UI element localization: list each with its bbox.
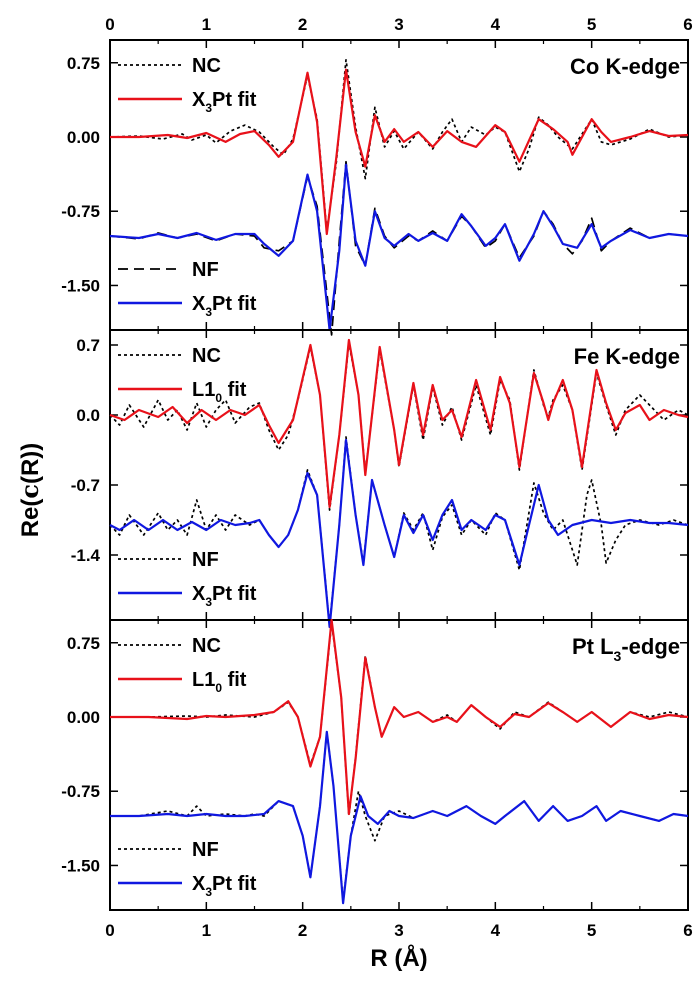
legend-label: X3Pt fit xyxy=(192,583,257,609)
x-tick-label: 3 xyxy=(394,15,403,34)
series-line-l10-fit xyxy=(110,618,689,816)
plot-frame xyxy=(109,619,689,911)
y-tick-label: 0.00 xyxy=(67,708,100,727)
legend-label: NC xyxy=(192,55,221,77)
legend-label: X3Pt fit xyxy=(192,89,257,115)
panel-label: Pt L3-edge xyxy=(572,634,680,664)
series-line-x3pt-fit xyxy=(110,68,689,236)
x-tick-label: 6 xyxy=(683,921,692,940)
series-line-x3pt-fit xyxy=(109,438,689,629)
y-tick-label: -0.75 xyxy=(61,782,100,801)
legend-label: L10 fit xyxy=(192,669,247,695)
series-line-x3pt-fit xyxy=(109,163,689,332)
x-tick-label: 3 xyxy=(394,921,403,940)
legend-label: NF xyxy=(192,549,219,571)
series-line-nf xyxy=(109,436,689,626)
plot-frame xyxy=(109,329,689,621)
x-axis-label: R (Å) xyxy=(370,944,427,972)
y-axis-label: Re(c(R)) xyxy=(15,443,44,538)
legend-label: X3Pt fit xyxy=(192,293,257,319)
x-tick-label: 5 xyxy=(587,15,596,34)
x-tick-label: 2 xyxy=(298,921,307,940)
y-axis-label-suffix: (R)) xyxy=(17,443,44,484)
y-tick-label: 0.0 xyxy=(76,406,100,425)
series-line-x3pt-fit xyxy=(110,730,689,905)
panel-1: 0.75 0.00 -0.75 -1.50 Co K-edge NC X3Pt fit NF X… xyxy=(61,15,693,336)
y-tick-label: 0.75 xyxy=(67,54,100,73)
y-tick-label: -0.75 xyxy=(61,202,100,221)
series-line-nc xyxy=(109,58,689,232)
y-tick-label: 0.00 xyxy=(67,128,100,147)
y-tick-label: -1.4 xyxy=(71,546,101,565)
plot-frame xyxy=(109,39,689,331)
panel-3: 0.75 0.00 -0.75 -1.50 Pt L3-edge NC L10 fit NF X… xyxy=(61,618,693,940)
x-tick-label: 1 xyxy=(202,15,211,34)
x-tick-label: 6 xyxy=(683,15,692,34)
y-axis-label-chi: c xyxy=(15,484,44,499)
y-tick-label: -0.7 xyxy=(71,476,100,495)
x-tick-label: 4 xyxy=(491,921,501,940)
y-axis-label-prefix: Re( xyxy=(17,499,44,538)
legend-label: L10 fit xyxy=(192,379,247,405)
panel-label: Fe K-edge xyxy=(574,344,680,369)
x-tick-label: 0 xyxy=(105,921,114,940)
legend-label: NF xyxy=(192,259,219,281)
panel-label: Co K-edge xyxy=(570,54,680,79)
legend-label: NC xyxy=(192,345,221,367)
legend-label: NF xyxy=(192,839,219,861)
x-tick-label: 2 xyxy=(298,15,307,34)
x-tick-label: 1 xyxy=(202,921,211,940)
x-tick-label: 0 xyxy=(105,15,114,34)
x-tick-label: 4 xyxy=(491,15,501,34)
x-tick-label: 5 xyxy=(587,921,596,940)
legend-label: NC xyxy=(192,635,221,657)
series-line-l10-fit xyxy=(109,338,689,509)
panel-2: 0.7 0.0 -0.7 -1.4 Fe K-edge NC L10 fit NF X3Pt f… xyxy=(71,329,689,629)
legend-label: X3Pt fit xyxy=(192,873,257,899)
y-tick-label: 0.7 xyxy=(76,336,100,355)
y-tick-label: -1.50 xyxy=(61,276,100,295)
y-tick-label: -1.50 xyxy=(61,856,100,875)
y-tick-label: 0.75 xyxy=(67,634,100,653)
